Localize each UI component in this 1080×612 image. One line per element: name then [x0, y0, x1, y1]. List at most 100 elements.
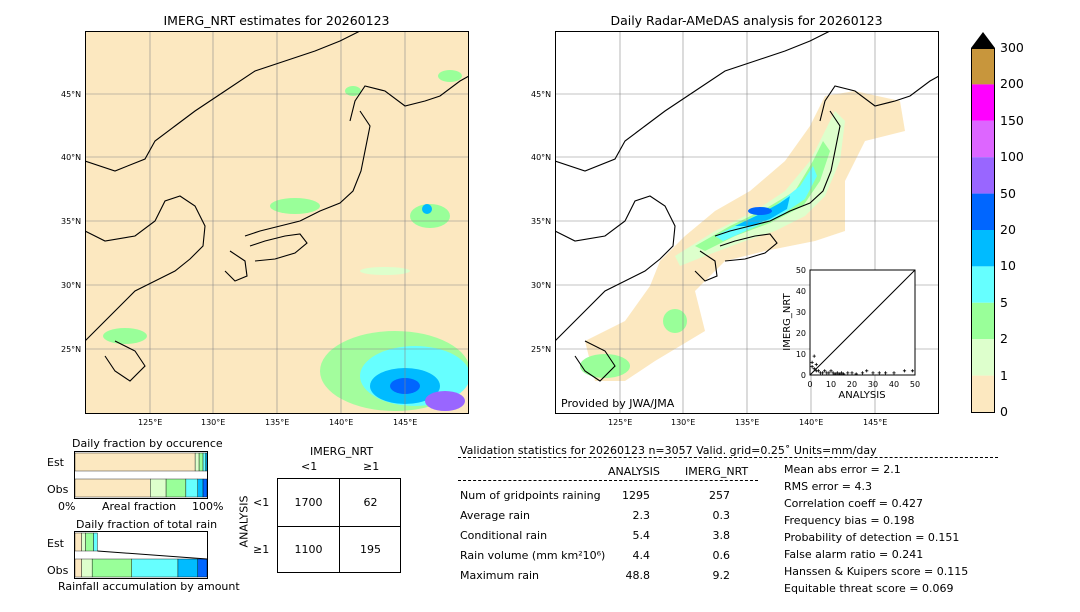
contingency-title: IMERG_NRT — [310, 445, 374, 458]
left-lon-label: 130°E — [201, 418, 226, 427]
fraction-segment — [177, 558, 198, 578]
totalrain-obs-bar — [74, 558, 208, 578]
fraction-segment — [131, 558, 179, 578]
score-line: Probability of detection = 0.151 — [784, 531, 960, 544]
stat-row-analysis: 1295 — [622, 489, 650, 502]
left-rain-field — [103, 70, 469, 411]
contingency-row-axis: ANALYSIS — [237, 495, 251, 548]
occurrence-est-bar — [74, 452, 208, 472]
fraction-segment — [194, 452, 200, 472]
right-lat-label: 45°N — [531, 90, 552, 99]
contingency-col-lt1: <1 — [301, 460, 318, 473]
scatter-xticks: 0 10 20 30 40 50 — [807, 380, 920, 389]
colorbar-swatch — [972, 266, 994, 303]
totalrain-est-label: Est — [47, 537, 64, 550]
scatter-xtick-label: 40 — [889, 380, 899, 389]
scatter-point — [846, 371, 850, 375]
right-lon-label: 135°E — [735, 418, 760, 427]
stat-row-imerg: 9.2 — [712, 569, 731, 582]
left-lat-label: 45°N — [61, 90, 82, 99]
scatter-point — [860, 371, 865, 375]
right-map-title: Daily Radar-AMeDAS analysis for 20260123 — [610, 13, 883, 28]
right-lat-label: 25°N — [531, 345, 552, 354]
fraction-segment — [74, 452, 196, 472]
stat-row-label: Maximum rain — [460, 569, 539, 582]
scatter-point — [871, 371, 875, 375]
scatter-point — [910, 369, 915, 373]
left-map-grid — [85, 31, 469, 414]
totalrain-title: Daily fraction of total rain — [76, 518, 218, 531]
colorbar-level-label: 10 — [1000, 258, 1016, 274]
scatter-point — [842, 372, 846, 376]
contingency-row-lt1: <1 — [253, 496, 270, 509]
colorbar-level-label: 100 — [1000, 149, 1024, 165]
score-line: Frequency bias = 0.198 — [784, 514, 915, 527]
right-lon-label: 125°E — [608, 418, 633, 427]
right-coastline — [555, 31, 939, 382]
scatter-point — [829, 369, 833, 373]
fraction-segment — [150, 478, 167, 498]
left-lon-label: 145°E — [393, 418, 418, 427]
stat-row-imerg: 0.3 — [712, 509, 731, 522]
contingency-cell: 1100 — [294, 543, 323, 556]
fraction-segment — [91, 558, 132, 578]
score-line: Mean abs error = 2.1 — [784, 463, 901, 476]
right-map — [555, 31, 939, 414]
right-lat-label: 35°N — [531, 217, 552, 226]
contingency-cell: 195 — [360, 543, 381, 556]
fraction-segment — [93, 532, 98, 552]
scatter-point — [877, 371, 881, 375]
left-lat-label: 40°N — [61, 153, 82, 162]
right-lat-label: 40°N — [531, 153, 552, 162]
fraction-segment — [74, 478, 151, 498]
contingency-cell: 1700 — [294, 496, 323, 509]
col-analysis-header: ANALYSIS — [608, 465, 660, 478]
stat-row-label: Average rain — [460, 509, 530, 522]
colorbar-level-label: 5 — [1000, 294, 1008, 310]
scatter-point — [884, 371, 888, 375]
stat-row-analysis: 48.8 — [625, 569, 651, 582]
scatter-xtick-label: 0 — [807, 380, 812, 389]
fraction-segment — [197, 478, 204, 498]
scatter-xtick-label: 20 — [847, 380, 857, 389]
contingency-table: 1700 62 1100 195 — [277, 478, 401, 573]
occurrence-obs-label: Obs — [47, 483, 69, 496]
stat-row-analysis: 2.3 — [632, 509, 651, 522]
fraction-segment — [74, 532, 82, 552]
colorbar-swatch — [972, 375, 994, 412]
validation-header: Validation statistics for 20260123 n=305… — [460, 444, 877, 457]
fraction-segment — [205, 452, 208, 472]
colorbar-level-label: 50 — [1000, 185, 1016, 201]
occurrence-obs-bar — [74, 478, 208, 498]
colorbar-extend-arrow — [971, 32, 995, 48]
scatter-point — [814, 362, 818, 367]
colorbar-swatch — [972, 120, 994, 158]
score-line: Equitable threat score = 0.069 — [784, 582, 954, 595]
scatter-ytick-label: 40 — [796, 287, 806, 296]
scatter-xtick-label: 30 — [868, 380, 878, 389]
left-lat-label: 25°N — [61, 345, 82, 354]
left-lat-label: 35°N — [61, 217, 82, 226]
fraction-segment — [85, 532, 94, 552]
stat-row-analysis: 4.4 — [632, 549, 651, 562]
scatter-points — [810, 354, 915, 376]
scatter-point — [865, 369, 869, 373]
fraction-segment — [81, 558, 93, 578]
stat-row-analysis: 5.4 — [632, 529, 651, 542]
scatter-point — [837, 372, 841, 376]
totalrain-est-bar — [74, 532, 98, 552]
stat-row-imerg: 3.8 — [712, 529, 731, 542]
stat-row-label: Num of gridpoints raining — [460, 489, 601, 502]
data-credit: Provided by JWA/JMA — [561, 397, 675, 410]
scatter-point — [810, 360, 814, 364]
scatter-xtick-label: 50 — [910, 380, 920, 389]
occurrence-tick-0: 0% — [58, 500, 76, 513]
validation-column-rule — [458, 480, 758, 481]
colorbar-level-label: 1 — [1000, 367, 1008, 383]
scatter-point — [823, 369, 827, 373]
totalrain-obs-label: Obs — [47, 564, 69, 577]
scatter-point — [831, 371, 835, 375]
scatter-point — [854, 372, 858, 376]
stat-row-imerg: 257 — [709, 489, 730, 502]
stat-row-imerg: 0.6 — [712, 549, 731, 562]
